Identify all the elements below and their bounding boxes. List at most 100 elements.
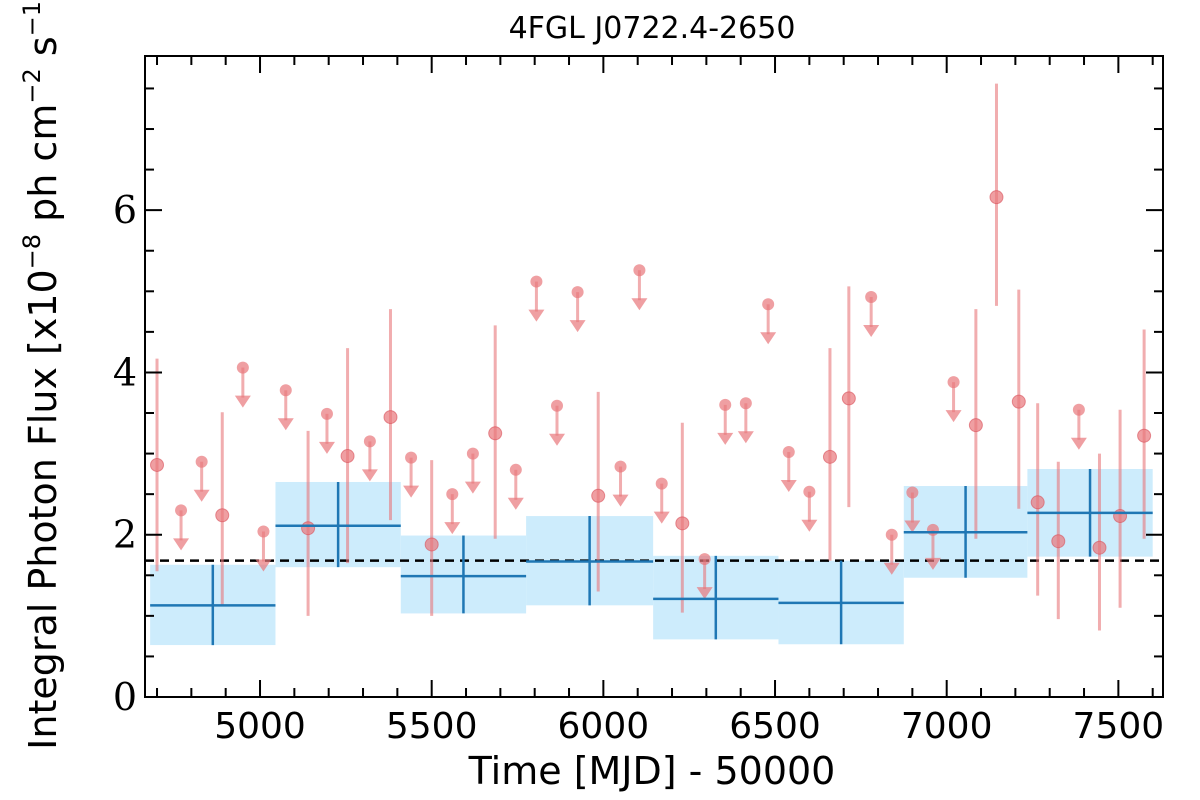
upper-limit-arrowhead-3 (255, 559, 272, 572)
detection-point-18 (1137, 428, 1152, 443)
upper-limit-point-5 (320, 407, 333, 420)
upper-limit-arrowhead-6 (361, 469, 378, 482)
upper-limit-point-26 (926, 523, 939, 536)
upper-limit-arrowhead-27 (945, 410, 962, 423)
upper-limit-arrowhead-1 (193, 489, 210, 502)
upper-limit-point-16 (655, 477, 668, 490)
y-axis-label-mid: ph cm (21, 104, 65, 234)
detection-point-7 (591, 488, 606, 503)
upper-limit-arrowhead-2 (234, 395, 251, 408)
detection-point-0 (150, 457, 165, 472)
upper-limit-point-2 (236, 361, 249, 374)
detection-point-10 (841, 391, 856, 406)
bin-flux-markers (150, 468, 1153, 646)
detection-point-16 (1092, 540, 1107, 555)
detection-point-17 (1113, 509, 1128, 524)
upper-limit-point-27 (947, 376, 960, 389)
upper-limit-point-12 (551, 399, 564, 412)
x-axis-ticks: 5000 5500 6000 6500 7000 7500 (156, 56, 1165, 747)
axes-frame (144, 55, 1164, 698)
upper-limit-arrowhead-9 (464, 481, 481, 494)
upper-limit-arrowhead-4 (277, 418, 294, 431)
detection-point-9 (822, 449, 837, 464)
upper-limit-arrowhead-20 (760, 332, 777, 345)
y-axis-label-prefix: Integral Photon Flux [x10 (21, 269, 65, 750)
upper-limit-point-4 (279, 384, 292, 397)
plot-frame (144, 55, 1164, 698)
y-axis-label-exp1: −8 (18, 234, 46, 269)
upper-limit-arrowhead-7 (403, 485, 420, 498)
upper-limit-point-28 (1072, 403, 1085, 416)
x-tick-label-2: 6000 (558, 706, 650, 747)
upper-limit-arrowhead-21 (780, 479, 797, 492)
detection-point-3 (340, 449, 355, 464)
y-tick-label-0: 0 (113, 675, 137, 719)
detection-point-4 (383, 410, 398, 425)
upper-limit-point-25 (906, 486, 919, 499)
upper-limit-point-7 (405, 451, 418, 464)
upper-limit-arrowhead-12 (549, 433, 566, 446)
detection-point-1 (215, 508, 230, 523)
upper-limit-point-18 (719, 398, 732, 411)
x-axis-label: Time [MJD] - 50000 (468, 749, 836, 793)
upper-limit-arrowhead-22 (801, 519, 818, 532)
upper-limit-arrowhead-14 (612, 494, 629, 507)
y-axis-label-exp2: −2 (18, 68, 46, 103)
y-axis-label-suffix: ] (21, 0, 65, 1)
y-tick-label-2: 4 (113, 350, 137, 394)
upper-limit-arrowhead-11 (528, 309, 545, 322)
upper-limit-point-17 (698, 553, 711, 566)
upper-limit-arrowhead-10 (507, 497, 524, 510)
y-axis-label-exp3: −1 (18, 1, 46, 36)
detection-point-6 (488, 426, 503, 441)
y-axis-label-mid2: s (21, 36, 65, 68)
upper-limit-point-21 (782, 445, 795, 458)
upper-limit-point-9 (466, 447, 479, 460)
upper-limit-arrowhead-23 (863, 324, 880, 337)
x-tick-label-5: 7500 (1073, 706, 1165, 747)
detection-point-13 (1011, 394, 1026, 409)
upper-limit-point-6 (363, 435, 376, 448)
upper-limit-point-14 (614, 460, 627, 473)
chart-title: 4FGL J0722.4-2650 (509, 11, 796, 46)
upper-limit-arrowhead-8 (444, 522, 461, 535)
upper-limit-arrowhead-25 (904, 520, 921, 533)
upper-limit-arrowhead-18 (717, 432, 734, 445)
y-tick-label-1: 2 (113, 513, 137, 557)
detection-point-2 (301, 521, 316, 536)
upper-limit-arrowhead-0 (173, 538, 190, 551)
short-timescale-points (150, 83, 1152, 631)
detection-point-5 (424, 537, 439, 552)
upper-limit-arrowhead-26 (924, 557, 941, 570)
y-axis-ticks: 0 2 4 6 (113, 87, 1163, 719)
upper-limit-point-0 (175, 504, 188, 517)
detection-point-14 (1030, 495, 1045, 510)
upper-limit-arrowhead-5 (318, 441, 335, 454)
upper-limit-point-24 (885, 528, 898, 541)
upper-limit-arrowhead-15 (631, 298, 648, 311)
upper-limit-point-22 (803, 485, 816, 498)
x-tick-label-3: 6500 (729, 706, 821, 747)
upper-limit-point-3 (257, 525, 270, 538)
detection-point-11 (968, 418, 983, 433)
detection-point-15 (1051, 534, 1066, 549)
x-tick-label-4: 7000 (901, 706, 993, 747)
upper-limit-arrowhead-19 (737, 431, 754, 444)
upper-limit-point-10 (509, 463, 522, 476)
upper-limit-point-15 (633, 264, 646, 277)
upper-limit-point-23 (865, 290, 878, 303)
x-tick-label-1: 5500 (386, 706, 478, 747)
x-tick-label-0: 5000 (214, 706, 306, 747)
upper-limit-point-13 (571, 286, 584, 299)
y-axis-label: Integral Photon Flux [x10−8 ph cm−2 s−1] (18, 0, 65, 750)
upper-limit-point-11 (530, 275, 543, 288)
upper-limit-arrowhead-28 (1070, 437, 1087, 450)
upper-limit-arrowhead-16 (653, 511, 670, 524)
upper-limit-point-8 (446, 488, 459, 501)
upper-limit-point-19 (739, 397, 752, 410)
upper-limit-arrowhead-13 (569, 320, 586, 333)
detection-point-12 (989, 190, 1004, 205)
y-tick-label-3: 6 (113, 188, 137, 232)
upper-limit-point-20 (762, 298, 775, 311)
